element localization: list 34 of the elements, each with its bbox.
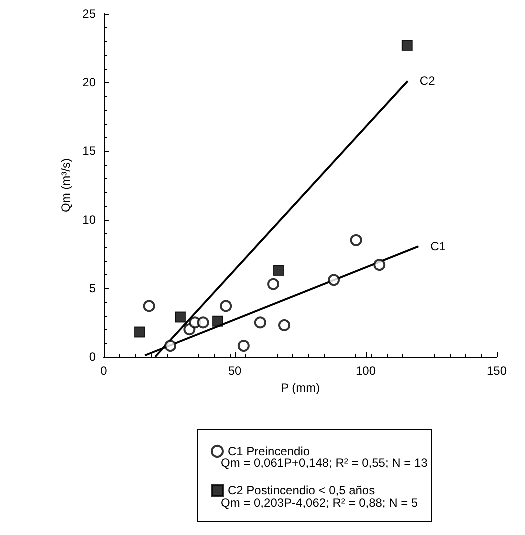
- point: [278, 319, 291, 332]
- y-tick-label: 10: [82, 212, 96, 227]
- point: [374, 259, 386, 272]
- legend-label: C1 Preincendio: [228, 444, 310, 458]
- point: [238, 340, 250, 352]
- x-axis-title: P (mm): [280, 380, 320, 395]
- x-tick-label: 150: [486, 364, 508, 378]
- y-tick-label: 25: [82, 7, 96, 21]
- y-tick-label: 0: [89, 350, 96, 364]
- point: [268, 278, 280, 290]
- text: Qm = 0,061P+0,148; R² = 0,55; N = 13: [221, 456, 428, 470]
- y-tick-label: 15: [82, 144, 96, 158]
- point: [220, 300, 232, 312]
- point: [273, 265, 284, 276]
- series-label: C1: [430, 240, 446, 254]
- x-tick-label: 50: [228, 364, 242, 378]
- point: [175, 312, 186, 323]
- x-tick-label: 100: [356, 364, 376, 378]
- point: [164, 340, 177, 352]
- y-tick-label: 20: [82, 76, 96, 90]
- point: [197, 316, 210, 329]
- series-label: C2: [420, 74, 436, 88]
- point: [134, 326, 146, 338]
- y-axis-title: Qm (m³/s): [58, 158, 73, 212]
- point: [402, 40, 413, 52]
- text: Qm = 0,203P-4,062; R² = 0,88; N = 5: [221, 496, 418, 510]
- point: [254, 316, 266, 329]
- point: [212, 316, 224, 327]
- legend-label: C2 Postincendio < 0,5 años: [228, 484, 376, 498]
- point: [328, 274, 340, 286]
- y-tick-label: 5: [89, 281, 96, 296]
- point: [350, 234, 362, 246]
- x-tick-label: 0: [100, 364, 108, 378]
- point: [143, 300, 156, 312]
